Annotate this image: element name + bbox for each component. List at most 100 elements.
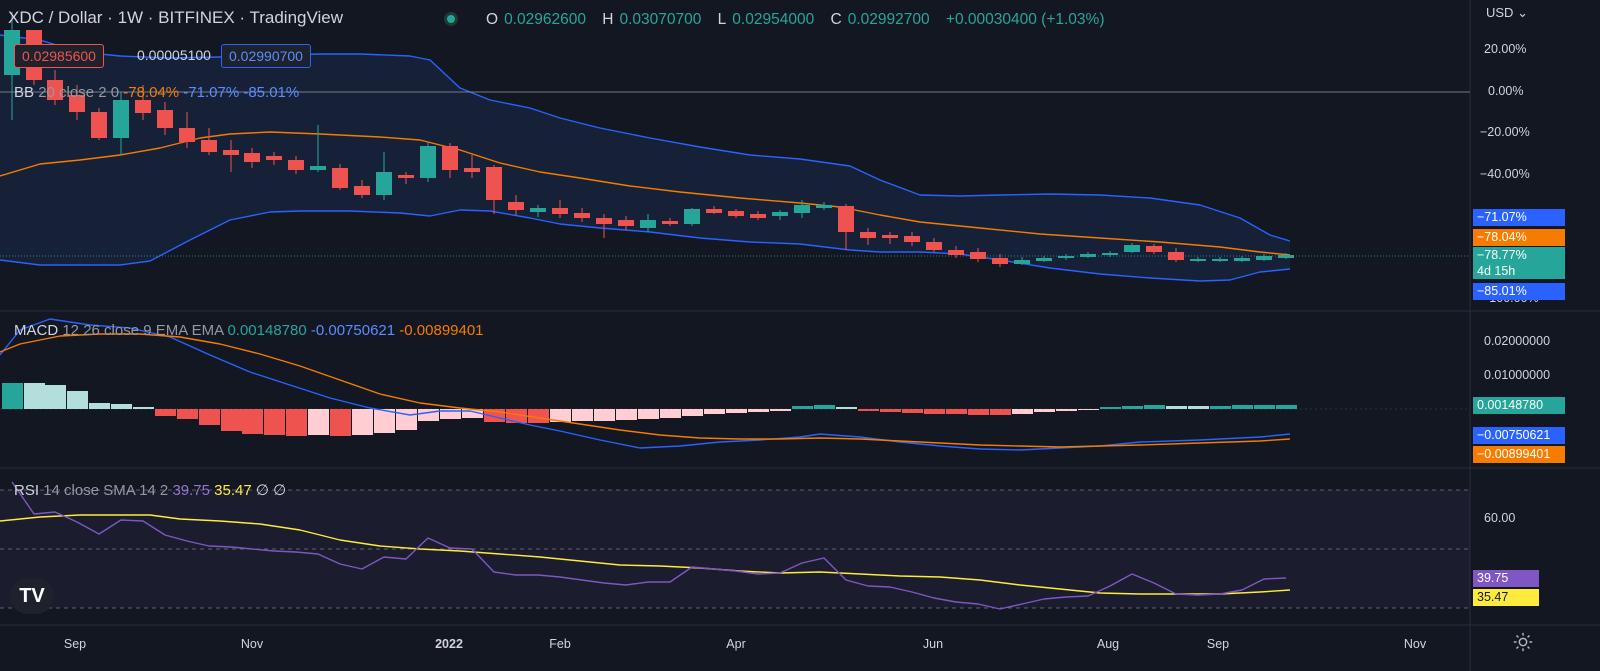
price-axis-tick: 20.00% — [1484, 42, 1527, 56]
symbol-title[interactable]: XDC / Dollar · 1W · BITFINEX · TradingVi… — [8, 8, 344, 27]
macd-histogram-bar — [462, 409, 483, 418]
macd-histogram-bar — [1078, 409, 1099, 410]
macd-histogram-bar — [990, 409, 1011, 415]
candle-body — [420, 146, 436, 178]
candle-body — [157, 110, 173, 128]
macd-histogram-bar — [1254, 405, 1275, 409]
macd-histogram-bar — [396, 409, 417, 430]
time-axis-tick: Nov — [1403, 637, 1427, 651]
time-axis-tick: Jun — [922, 637, 944, 651]
macd-legend[interactable]: MACD 12 26 close 9 EMA EMA 0.00148780 -0… — [14, 322, 484, 339]
macd-histogram-bar — [352, 409, 373, 435]
macd-histogram-bar — [1034, 409, 1055, 412]
macd-histogram-bar — [550, 409, 571, 422]
spread-value: 0.00005100 — [137, 47, 211, 63]
macd-histogram-bar — [133, 407, 154, 409]
candle-body — [882, 235, 898, 238]
macd-histogram-bar — [1166, 406, 1187, 409]
macd-axis-tick: 0.02000000 — [1484, 334, 1551, 348]
macd-histogram-bar — [308, 409, 329, 435]
rsi-line — [11, 481, 1287, 610]
candle-body — [1102, 253, 1118, 255]
macd-histogram-bar — [24, 383, 45, 409]
candle-body — [1168, 252, 1184, 260]
candle-body — [970, 252, 986, 259]
macd-histogram-bar — [242, 409, 263, 434]
macd-histogram-bar — [1144, 405, 1165, 409]
currency-selector[interactable]: USD ⌄ — [1486, 5, 1528, 20]
time-axis-tick: Aug — [1096, 637, 1120, 651]
macd-histogram-bar — [221, 409, 242, 431]
macd-histogram-bar — [264, 409, 285, 435]
rsi-legend[interactable]: RSI 14 close SMA 14 2 39.75 35.47 ∅ ∅ — [14, 482, 287, 499]
candle-body — [926, 242, 942, 250]
macd-histogram-bar — [286, 409, 307, 436]
candle-body — [486, 167, 502, 200]
candle-body — [398, 175, 414, 178]
candle-body — [69, 95, 85, 112]
macd-histogram-bar — [902, 409, 923, 413]
macd-histogram-bar — [682, 409, 703, 416]
candle-body — [640, 220, 656, 228]
bb-basis-price-tag: −78.04% — [1473, 229, 1565, 246]
macd-histogram-bar — [1012, 409, 1033, 414]
signal-line — [0, 333, 1291, 448]
candle-body — [1212, 259, 1228, 261]
change-readout: +0.00030400 (+1.03%) — [945, 11, 1105, 28]
tradingview-logo[interactable]: TV — [10, 578, 54, 614]
bb-upper-price-tag: −71.07% — [1473, 209, 1565, 226]
macd-histogram-bar — [330, 409, 351, 436]
candle-body — [992, 258, 1008, 264]
candle-body — [1124, 245, 1140, 252]
macd-histogram-bar — [155, 409, 176, 416]
macd-histogram-bar — [748, 409, 769, 412]
time-axis-tick: 2022 — [435, 637, 463, 651]
last-price-tag: −78.77% 4d 15h — [1473, 247, 1565, 279]
candle-body — [684, 209, 700, 224]
macd-histogram-bar — [638, 409, 659, 419]
candle-body — [1014, 260, 1030, 264]
bb-legend[interactable]: BB 20 close 2 0 -78.04% -71.07% -85.01% — [14, 84, 300, 101]
macd-histogram-bar — [858, 409, 879, 411]
macd-histogram-bar — [440, 409, 461, 419]
candle-body — [223, 150, 239, 155]
macd-histogram-bar — [594, 409, 615, 421]
bb-lower-price-tag: −85.01% — [1473, 283, 1565, 300]
candle-body — [838, 206, 854, 232]
macd-histogram-bar — [418, 409, 439, 421]
macd-histogram-bar — [374, 409, 395, 433]
macd-histogram-bar — [45, 385, 66, 409]
macd-histogram-bar — [880, 409, 901, 412]
buy-button[interactable]: 0.02990700 — [221, 44, 311, 68]
bb-lower-line — [0, 209, 1291, 282]
macd-line-tag: −0.00750621 — [1473, 427, 1565, 444]
candle-body — [530, 208, 546, 212]
signal-line-tag: −0.00899401 — [1473, 446, 1565, 463]
price-axis-tick: −20.00% — [1480, 125, 1530, 139]
sell-button[interactable]: 0.02985600 — [14, 44, 104, 68]
macd-histogram-bar — [946, 409, 967, 414]
gear-icon[interactable] — [1512, 631, 1534, 653]
macd-histogram-bar — [1276, 405, 1297, 409]
macd-histogram-bar — [924, 409, 945, 414]
macd-histogram-bar — [968, 409, 989, 415]
candle-body — [288, 160, 304, 170]
candle-body — [728, 211, 744, 216]
candle-body — [1058, 256, 1074, 258]
candle-body — [113, 100, 129, 138]
market-status-icon — [444, 12, 458, 26]
macd-histogram-bar — [1122, 406, 1143, 409]
candle-body — [1146, 246, 1162, 252]
macd-histogram-bar — [1210, 406, 1231, 409]
candle-body — [376, 172, 392, 195]
ohlc-readout: O 0.02962600 H 0.03070700 L 0.02954000 C 0.0… — [486, 11, 1105, 28]
candle-body — [1256, 256, 1272, 260]
macd-histogram-bar — [1232, 405, 1253, 409]
candle-body — [179, 128, 195, 142]
macd-histogram-bar — [528, 409, 549, 423]
macd-histogram-bar — [1056, 409, 1077, 411]
candle-body — [948, 250, 964, 255]
candle-body — [508, 202, 524, 210]
